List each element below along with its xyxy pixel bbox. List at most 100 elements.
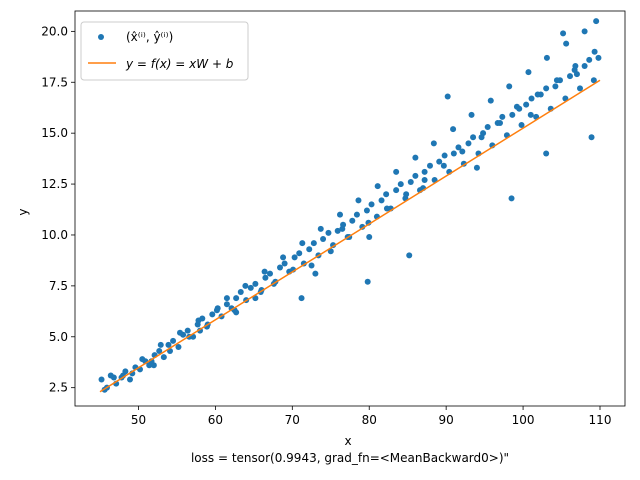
data-point: [525, 69, 532, 76]
data-point: [175, 343, 182, 350]
data-point: [110, 374, 117, 381]
data-point: [563, 40, 570, 47]
data-point: [552, 83, 559, 90]
data-point: [308, 262, 315, 269]
data-point: [383, 191, 390, 198]
data-point: [523, 101, 530, 108]
x-axis-label: x: [344, 434, 351, 448]
data-point: [223, 295, 230, 302]
data-point: [359, 223, 366, 230]
data-point: [209, 311, 216, 318]
data-point: [436, 158, 443, 165]
legend-scatter-label: (x̂⁽ⁱ⁾, ŷ⁽ⁱ⁾): [126, 30, 173, 44]
data-point: [98, 376, 105, 383]
fit-line-series: [99, 79, 601, 393]
y-tick-label: 12.5: [41, 177, 68, 191]
data-point: [588, 134, 595, 141]
data-point: [262, 274, 269, 281]
data-point: [586, 56, 593, 63]
x-tick-label: 90: [439, 413, 454, 427]
data-point: [573, 71, 580, 78]
data-point: [296, 250, 303, 257]
data-point: [516, 105, 523, 112]
y-tick-label: 2.5: [49, 381, 68, 395]
data-point: [363, 207, 370, 214]
data-point: [355, 197, 362, 204]
data-point: [267, 270, 273, 277]
data-point: [320, 236, 327, 243]
data-point: [543, 85, 550, 92]
data-point: [560, 30, 567, 37]
data-point: [412, 172, 419, 179]
data-point: [242, 282, 249, 289]
data-point: [374, 183, 381, 190]
data-point: [499, 113, 506, 120]
data-point: [233, 295, 240, 302]
axes-frame: [74, 10, 626, 407]
data-point: [184, 327, 191, 334]
data-point: [567, 73, 573, 80]
data-point: [160, 354, 167, 361]
x-tick-label: 100: [512, 413, 535, 427]
y-tick-label: 15.0: [41, 126, 68, 140]
data-point: [306, 246, 313, 253]
data-point: [450, 126, 457, 133]
data-point: [310, 240, 317, 247]
data-point: [470, 134, 477, 141]
y-tick-label: 10.0: [41, 228, 68, 242]
data-point: [261, 268, 268, 275]
data-point: [406, 252, 413, 259]
y-tick-label: 7.5: [49, 279, 68, 293]
x-tick-label: 80: [362, 413, 377, 427]
data-point: [527, 111, 534, 118]
data-point: [368, 201, 375, 208]
data-point: [156, 348, 163, 355]
data-point: [223, 301, 230, 308]
data-point: [497, 119, 503, 126]
data-point: [366, 234, 373, 241]
data-point: [298, 295, 305, 302]
data-point: [553, 77, 560, 84]
data-point: [291, 254, 298, 261]
data-point: [349, 217, 356, 224]
data-point: [421, 168, 428, 175]
data-point: [139, 356, 146, 363]
data-point: [440, 162, 447, 169]
x-axis-ticks: 50 60 70 80 90 100 110: [131, 406, 611, 427]
x-tick-label: 70: [285, 413, 300, 427]
data-point: [455, 144, 462, 151]
data-point: [195, 317, 202, 324]
x-tick-label: 50: [131, 413, 146, 427]
data-point: [334, 227, 341, 234]
y-axis-label: y: [16, 208, 30, 215]
data-point: [127, 376, 133, 383]
data-point: [403, 191, 410, 198]
data-point: [170, 337, 177, 344]
data-point: [577, 85, 583, 92]
scatter-series: [98, 18, 602, 393]
data-point: [444, 93, 451, 100]
data-point: [150, 362, 157, 369]
data-point: [509, 111, 516, 118]
data-point: [450, 150, 457, 157]
loss-caption: loss = tensor(0.9943, grad_fn=<MeanBackw…: [191, 451, 509, 465]
data-point: [427, 162, 433, 169]
data-point: [473, 164, 480, 171]
data-point: [595, 54, 602, 61]
data-point: [459, 148, 466, 155]
data-point: [325, 229, 332, 236]
data-point: [484, 124, 491, 131]
data-point: [364, 278, 371, 285]
data-point: [581, 28, 588, 35]
data-point: [528, 95, 535, 102]
data-point: [478, 134, 485, 141]
data-point: [177, 329, 183, 336]
data-point: [383, 205, 390, 212]
data-point: [508, 195, 515, 202]
data-point: [337, 211, 343, 218]
legend-line-label: y = f(x) = xW + b: [125, 57, 234, 71]
data-point: [247, 284, 254, 291]
data-point: [165, 341, 172, 348]
data-point: [593, 18, 600, 25]
data-point: [277, 264, 283, 271]
